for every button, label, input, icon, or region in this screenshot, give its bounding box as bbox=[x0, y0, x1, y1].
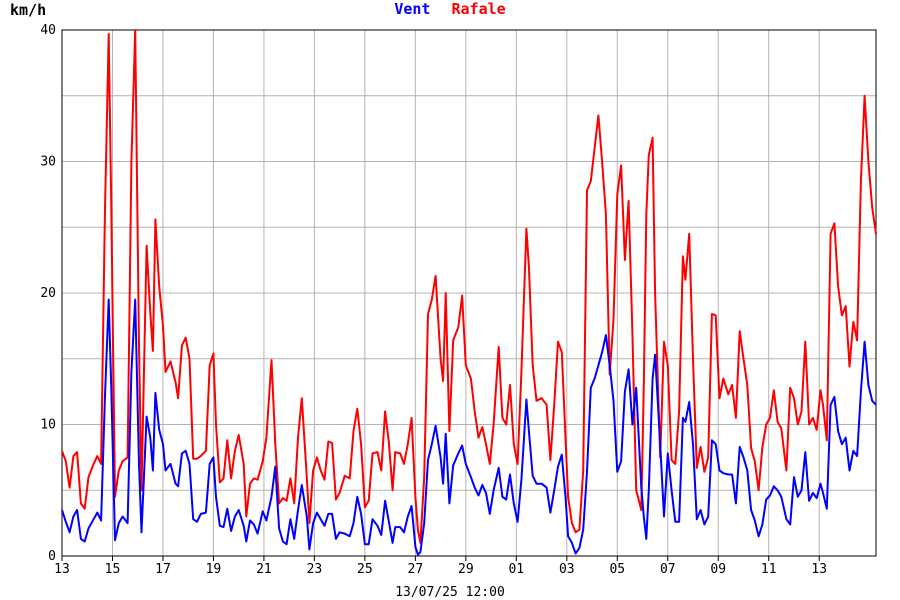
y-tick-label: 30 bbox=[40, 155, 56, 170]
series-line-rafale bbox=[61, 29, 877, 544]
y-tick-label: 0 bbox=[48, 549, 56, 564]
x-tick-label: 15 bbox=[105, 562, 121, 577]
x-axis-ticks: 13 15 17 19 21 23 25 27 29 01 03 05 07 09 11 13 bbox=[54, 556, 827, 577]
x-tick-label: 13 bbox=[54, 562, 70, 577]
x-tick-label: 01 bbox=[508, 562, 524, 577]
x-tick-label: 23 bbox=[307, 562, 323, 577]
footer-timestamp: 13/07/25 12:00 bbox=[395, 585, 505, 600]
x-tick-label: 25 bbox=[357, 562, 373, 577]
unit-label: km/h bbox=[10, 1, 46, 19]
x-tick-label: 21 bbox=[256, 562, 272, 577]
y-axis-ticks: 0 10 20 30 40 bbox=[40, 23, 56, 564]
x-tick-label: 17 bbox=[155, 562, 171, 577]
x-tick-label: 05 bbox=[609, 562, 625, 577]
x-tick-label: 13 bbox=[811, 562, 827, 577]
x-tick-label: 07 bbox=[660, 562, 676, 577]
plot-frame bbox=[61, 29, 877, 557]
legend-item-rafale: Rafale bbox=[451, 0, 505, 18]
x-tick-label: 09 bbox=[710, 562, 726, 577]
series-layer bbox=[61, 29, 877, 556]
x-tick-label: 29 bbox=[458, 562, 474, 577]
x-tick-label: 03 bbox=[559, 562, 575, 577]
x-tick-label: 11 bbox=[761, 562, 777, 577]
y-tick-label: 20 bbox=[40, 286, 56, 301]
series-line-vent bbox=[61, 298, 877, 556]
y-tick-label: 40 bbox=[40, 23, 56, 38]
y-tick-label: 10 bbox=[40, 418, 56, 433]
x-tick-label: 27 bbox=[408, 562, 424, 577]
legend: Vent Rafale bbox=[394, 0, 505, 18]
x-tick-label: 19 bbox=[206, 562, 222, 577]
legend-item-vent: Vent bbox=[394, 0, 430, 18]
